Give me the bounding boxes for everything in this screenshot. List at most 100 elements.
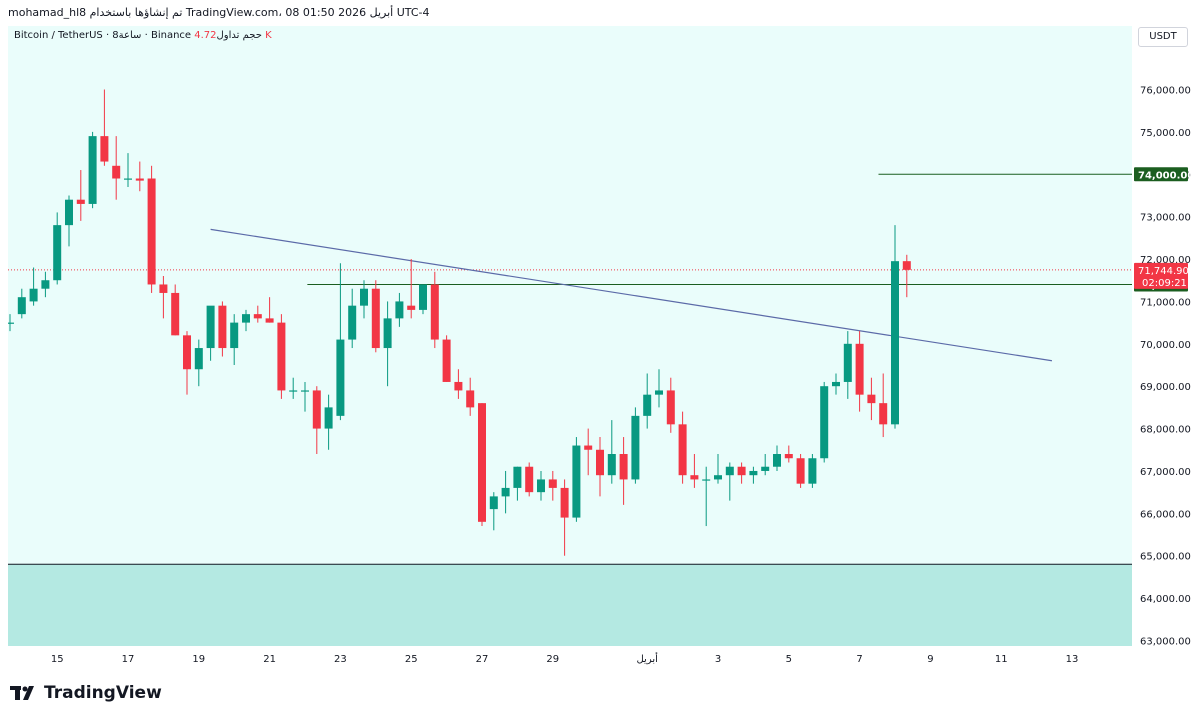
candle [560,479,569,556]
candle [537,470,545,501]
candle-body [147,178,156,285]
price-axis[interactable] [1132,26,1200,646]
candle-body [501,487,510,497]
candle-body [737,466,746,476]
candle [702,466,711,527]
price-tick-label: 71,000.00 [1140,297,1191,308]
candle-body [525,466,534,493]
time-tick-label: 9 [927,654,933,665]
candle [442,335,451,382]
candle [383,301,392,387]
candle [513,466,522,501]
candle-body [537,479,545,493]
candle [867,377,876,421]
candle [265,297,274,323]
price-tick-label: 63,000.00 [1140,637,1191,648]
candle-body [112,165,121,179]
candle [253,305,262,323]
candle [454,369,463,399]
time-tick-label: 5 [786,654,792,665]
candle-body [265,318,274,323]
candle-body [253,314,262,319]
candle [501,470,510,514]
candle-body [725,466,734,476]
candle-body [596,449,604,476]
candle [525,462,534,497]
time-tick-label: 3 [715,654,721,665]
candle-body [194,348,203,370]
candle-body [159,284,168,293]
symbol-label: Bitcoin / TetherUS · 8ساعة · Binance [14,30,192,41]
candle-body [678,424,687,476]
time-tick-label: أبريل [636,652,658,665]
candle [336,263,345,421]
candle-body [242,314,250,323]
candle [348,288,357,349]
candle-body [206,305,215,349]
candle-body [183,335,191,370]
chart-pane[interactable] [8,26,1132,646]
candle-body [8,322,14,324]
candle [76,170,85,221]
price-tick-label: 64,000.00 [1140,594,1191,605]
candle [171,284,180,336]
candle-body [820,386,829,459]
candle [430,271,439,349]
candle [855,331,864,412]
candle-body [41,280,50,289]
candle-body [100,136,109,162]
time-tick-label: 11 [995,654,1008,665]
countdown-label: 02:09:21 [1142,278,1187,289]
candle-body [29,288,38,302]
candle-body [312,390,321,429]
candle [572,437,581,522]
candle-body [690,475,699,480]
candle-body [65,199,73,226]
trendline [210,228,1053,362]
candle-body [289,390,298,392]
tradingview-logo-icon [10,686,34,700]
brand-footer: TradingView [10,683,162,703]
candle-body [548,479,557,488]
candle [820,381,829,463]
candle-body [572,445,581,518]
time-tick-label: 23 [334,654,347,665]
candle [832,373,840,395]
candle-body [796,458,805,484]
time-axis[interactable] [8,646,1132,670]
candle [725,462,734,501]
candle-body [53,225,62,281]
candle-body [17,297,26,315]
candle [124,153,132,187]
time-tick-label: 7 [856,654,862,665]
candle-body [714,475,722,480]
candle-body [513,466,522,488]
candle [100,89,109,166]
candle [17,288,26,319]
candle-body [666,390,675,425]
candle-body [784,454,793,459]
candle-body [773,454,781,467]
candle-body [489,496,498,510]
candle [218,301,227,357]
price-tick-label: 66,000.00 [1140,509,1191,520]
candle [619,437,628,505]
support-zone [8,564,1132,646]
candle-body [383,318,392,349]
candle [796,454,805,488]
candle [784,445,793,463]
candle [584,428,593,476]
price-tick-label: 68,000.00 [1140,425,1191,436]
candle [230,314,239,365]
price-tick-label: 72,000.00 [1140,255,1191,266]
candle-body [124,178,132,180]
candle [289,377,298,399]
time-tick-label: 27 [476,654,489,665]
currency-button[interactable]: USDT [1138,27,1188,47]
candle-body [230,322,239,349]
candle-body [478,403,486,522]
candle [277,314,286,399]
candle [607,420,616,484]
candle-body [749,470,758,476]
